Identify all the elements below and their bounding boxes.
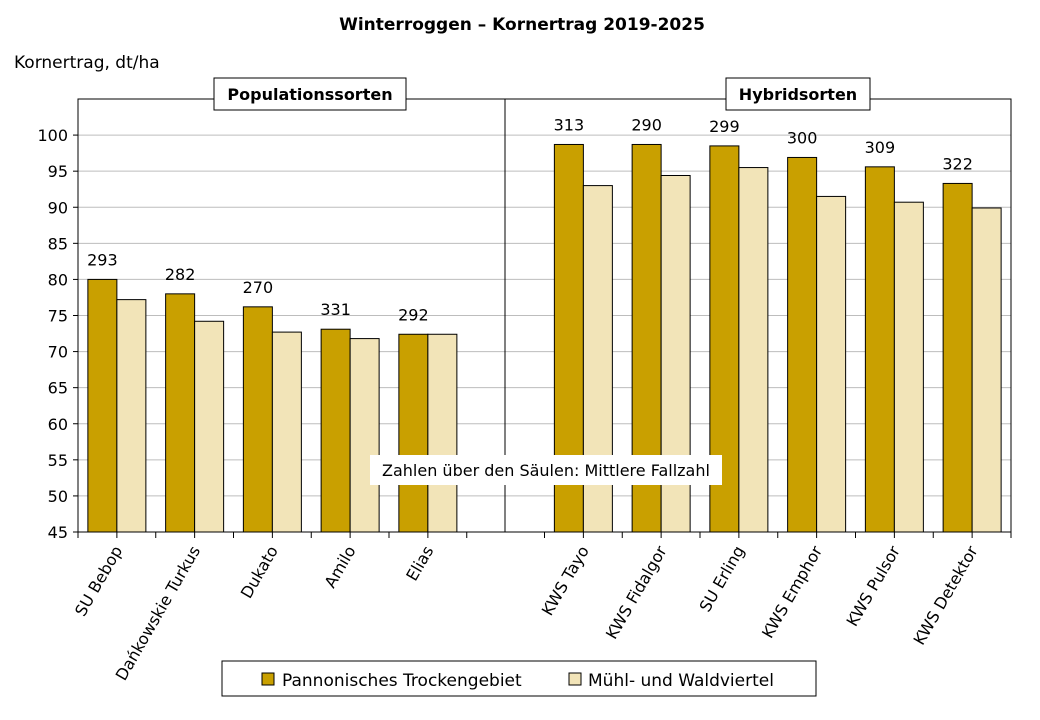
y-tick-label: 60	[48, 415, 68, 434]
bar-muehl-waldviertel	[271, 331, 302, 533]
y-tick-label: 75	[48, 307, 68, 326]
legend-swatch-muehl-waldviertel	[568, 672, 582, 686]
bar-muehl-waldviertel	[816, 195, 847, 533]
bar-pannonisches	[787, 156, 818, 533]
plot-frame	[77, 98, 1012, 533]
x-tick-label: KWS Tayo	[538, 543, 593, 619]
bar-muehl-waldviertel	[349, 338, 380, 533]
y-tick-label: 45	[48, 523, 68, 542]
bar-pannonisches	[864, 166, 895, 533]
bar-muehl-waldviertel	[738, 167, 769, 533]
x-tick-label: KWS Pulsor	[843, 542, 904, 629]
legend-swatch-pannonisches	[261, 672, 275, 686]
data-label: 309	[865, 138, 896, 157]
bar-muehl-waldviertel	[194, 320, 225, 533]
bar-muehl-waldviertel	[971, 207, 1002, 533]
x-tick-label: KWS Emphor	[758, 542, 826, 641]
bar-muehl-waldviertel	[893, 201, 924, 533]
y-tick-label: 100	[37, 126, 68, 145]
y-axis-ticks: 45 50 55 60 65 70 75 80 85 90 95 100	[37, 126, 78, 542]
legend-label-pannonisches: Pannonisches Trockengebiet	[282, 671, 522, 691]
data-label: 331	[320, 300, 351, 319]
y-tick-label: 85	[48, 234, 68, 253]
y-tick-label: 65	[48, 379, 68, 398]
x-tick-label: Dukato	[237, 543, 282, 602]
x-tick-label: Amilo	[321, 543, 360, 592]
bar-pannonisches	[320, 328, 351, 533]
y-tick-label: 80	[48, 270, 68, 289]
group-label-text: Hybridsorten	[739, 85, 857, 104]
x-tick-label: KWS Detektor	[910, 542, 982, 648]
bar-muehl-waldviertel	[427, 333, 458, 533]
bar-pannonisches	[942, 182, 973, 533]
bar-pannonisches	[242, 306, 273, 533]
chart-title: Winterroggen – Kornertrag 2019-2025	[339, 15, 705, 35]
data-label: 299	[709, 117, 740, 136]
y-tick-label: 55	[48, 451, 68, 470]
data-label: 270	[243, 278, 274, 297]
data-label: 282	[165, 265, 196, 284]
group-label-text: Populationssorten	[227, 85, 392, 104]
data-label: 293	[87, 250, 118, 269]
group-label-hybridsorten: Hybridsorten	[725, 77, 871, 111]
y-axis-label: Kornertrag, dt/ha	[14, 53, 160, 73]
data-labels: 293 282 270 331 292 313 290 299 300 309 322	[87, 115, 973, 324]
bar-pannonisches	[398, 333, 429, 533]
data-label: 290	[631, 115, 662, 134]
x-tick-label: Elias	[402, 543, 437, 585]
data-label: 322	[942, 154, 973, 173]
annotation-box: Zahlen über den Säulen: Mittlere Fallzah…	[370, 455, 722, 485]
annotation-text: Zahlen über den Säulen: Mittlere Fallzah…	[382, 461, 710, 480]
x-tick-label: Dańkowskie Turkus	[112, 543, 205, 684]
legend: Pannonisches Trockengebiet Mühl- und Wal…	[221, 660, 817, 697]
bar-muehl-waldviertel	[116, 299, 147, 533]
gridlines	[78, 134, 1011, 497]
legend-label-muehl-waldviertel: Mühl- und Waldviertel	[588, 671, 774, 691]
x-tick-label: KWS Fidalgor	[602, 542, 671, 642]
x-tick-label: SU Erling	[695, 543, 748, 616]
y-tick-label: 95	[48, 162, 68, 181]
group-label-populationssorten: Populationssorten	[213, 77, 407, 111]
bar-pannonisches	[87, 278, 118, 533]
data-label: 292	[398, 305, 429, 324]
y-tick-label: 50	[48, 487, 68, 506]
bar-pannonisches	[165, 293, 196, 533]
y-tick-label: 90	[48, 198, 68, 217]
y-tick-label: 70	[48, 343, 68, 362]
x-tick-label: SU Bebop	[71, 543, 126, 620]
data-label: 300	[787, 128, 818, 147]
data-label: 313	[554, 115, 585, 134]
